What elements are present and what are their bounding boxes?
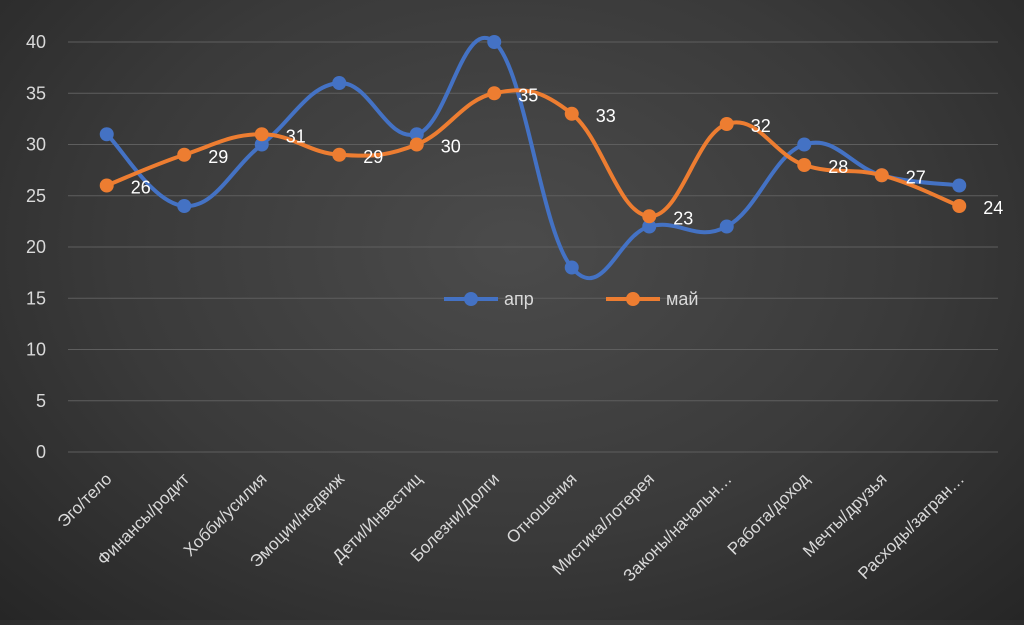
y-tick-label: 20 xyxy=(26,237,46,257)
data-point xyxy=(952,178,967,193)
data-point xyxy=(99,127,114,142)
x-tick-label: Отношения xyxy=(503,469,581,547)
y-axis: 0 5 10 15 20 25 30 35 40 xyxy=(26,32,46,462)
data-label: 31 xyxy=(286,126,306,146)
legend-item-май: май xyxy=(606,289,698,309)
data-point xyxy=(254,127,269,142)
series-апр xyxy=(99,35,967,281)
data-point xyxy=(642,219,657,234)
data-point xyxy=(564,260,579,275)
data-label: 33 xyxy=(596,106,616,126)
data-point xyxy=(177,199,192,213)
y-tick-label: 15 xyxy=(26,288,46,308)
data-label: 29 xyxy=(363,147,383,167)
data-point xyxy=(99,178,114,193)
data-point xyxy=(719,219,734,234)
data-point xyxy=(797,137,812,152)
data-label: 30 xyxy=(441,137,461,157)
series-lines xyxy=(99,35,967,281)
data-point xyxy=(719,117,734,131)
legend-label: апр xyxy=(504,289,534,309)
data-point xyxy=(874,168,889,183)
y-tick-label: 25 xyxy=(26,186,46,206)
y-tick-label: 5 xyxy=(36,391,46,411)
data-point xyxy=(487,86,502,101)
data-label: 27 xyxy=(906,167,926,187)
y-tick-label: 35 xyxy=(26,83,46,103)
y-tick-label: 30 xyxy=(26,135,46,155)
legend-label: май xyxy=(666,289,698,309)
gridlines xyxy=(68,41,998,453)
series-май xyxy=(99,86,967,224)
x-tick-label: Эго/тело xyxy=(54,469,116,531)
data-labels: 26 29 31 29 30 35 33 23 32 28 27 24 xyxy=(131,85,1004,228)
data-point xyxy=(409,127,424,142)
data-label: 23 xyxy=(673,208,693,228)
y-tick-label: 10 xyxy=(26,340,46,360)
data-label: 28 xyxy=(828,157,848,177)
data-label: 26 xyxy=(131,178,151,198)
data-label: 32 xyxy=(751,116,771,136)
data-point xyxy=(642,209,657,224)
data-point xyxy=(332,147,347,162)
data-point xyxy=(332,76,347,90)
data-point xyxy=(409,137,424,152)
data-point xyxy=(797,158,812,172)
legend-marker xyxy=(626,292,640,306)
legend: апр май xyxy=(444,289,698,309)
y-tick-label: 40 xyxy=(26,32,46,52)
legend-item-апр: апр xyxy=(444,289,534,309)
x-tick-label: Работа/доход xyxy=(724,469,813,558)
data-point xyxy=(254,137,269,152)
data-point xyxy=(952,199,967,213)
data-point xyxy=(487,35,502,49)
x-axis: Эго/телоФинансы/родитХобби/усилияЭмоции/… xyxy=(54,469,968,585)
data-label: 35 xyxy=(518,85,538,105)
data-point xyxy=(564,106,579,121)
data-label: 29 xyxy=(208,147,228,167)
legend-marker xyxy=(464,292,478,306)
y-tick-label: 0 xyxy=(36,442,46,462)
data-label: 24 xyxy=(983,198,1003,218)
data-point xyxy=(177,147,192,162)
